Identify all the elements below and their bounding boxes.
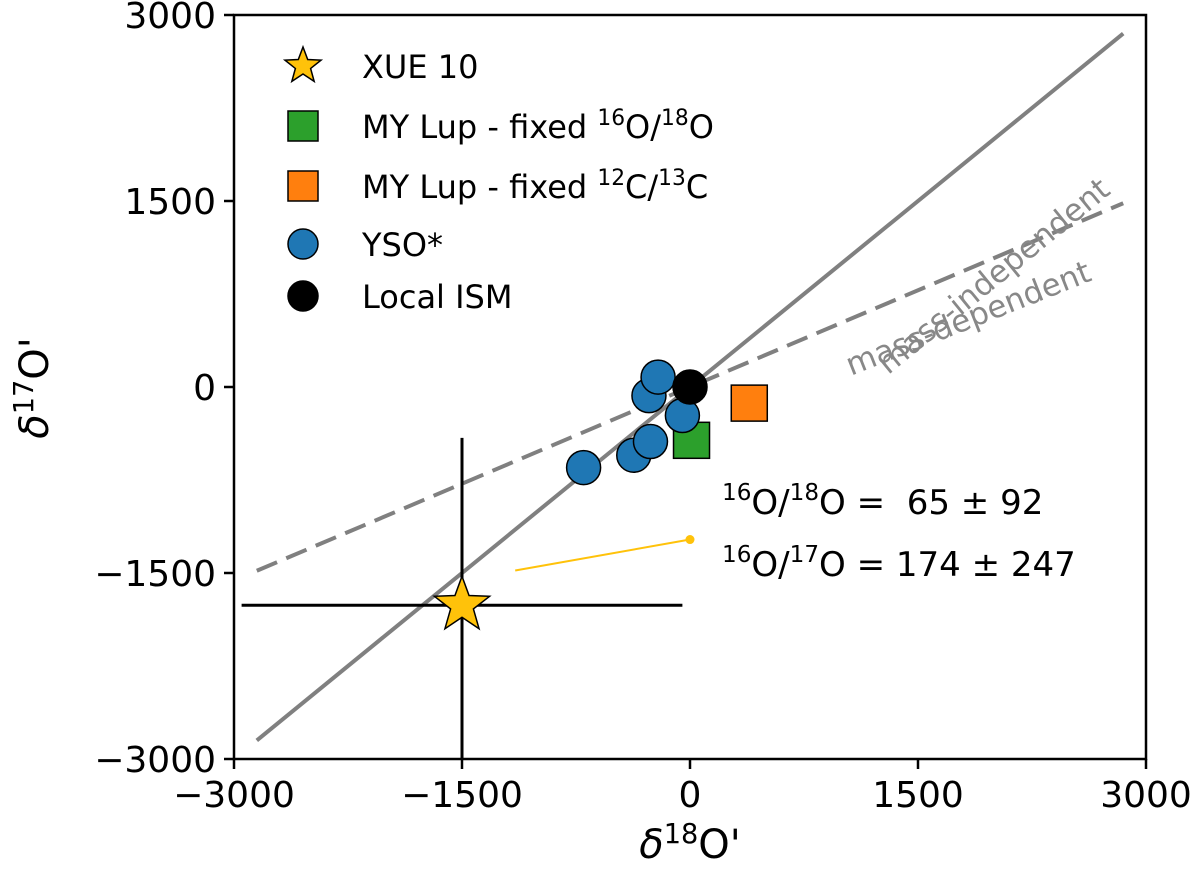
data-point — [730, 384, 769, 422]
black-circle-icon — [287, 280, 319, 312]
legend-item-xue10: XUE 10 — [282, 44, 478, 86]
ticks: −3000 −1500 0 1500 3000 −3000 −1500 0 1500 3000 — [94, 0, 1192, 816]
annotation-ratio-18: 16O/18O = 65 ± 92 — [722, 480, 1043, 523]
data-point — [632, 423, 669, 460]
annotation-pointer-line — [515, 538, 691, 572]
legend-item-mylup-oxygen: MY Lup - fixed 16O/18O — [287, 106, 714, 146]
legend-label-mylup-carbon: MY Lup - fixed 12C/13C — [362, 166, 708, 206]
legend-star-shape — [282, 44, 324, 84]
mass-dependent-line — [256, 201, 1124, 573]
y-tick-label: 0 — [193, 368, 216, 409]
legend-item-yso: YSO* — [287, 226, 443, 264]
y-tick-label: −1500 — [94, 554, 216, 595]
legend-label-local-ism: Local ISM — [362, 278, 512, 316]
legend-label-xue10: XUE 10 — [362, 48, 478, 86]
legend: XUE 10 MY Lup - fixed 16O/18O MY Lup - f… — [282, 44, 714, 316]
data-markers — [432, 359, 769, 631]
x-axis-label: δ18O' — [639, 819, 741, 868]
green-square-icon — [287, 110, 319, 142]
legend-label-yso: YSO* — [361, 226, 443, 264]
y-tick-label: 1500 — [124, 182, 216, 223]
blue-circle-icon — [287, 228, 319, 260]
x-tick-label: 3000 — [1100, 775, 1192, 816]
y-tick-label: −3000 — [94, 740, 216, 781]
data-point — [565, 449, 602, 486]
legend-item-local-ism: Local ISM — [287, 278, 512, 316]
legend-item-mylup-carbon: MY Lup - fixed 12C/13C — [287, 166, 708, 206]
y-tick-label: 3000 — [124, 0, 216, 37]
data-point — [432, 574, 492, 631]
orange-square-icon — [287, 170, 319, 202]
x-tick-label: −1500 — [401, 775, 523, 816]
data-point — [640, 359, 676, 395]
x-tick-label: −3000 — [173, 775, 295, 816]
data-point — [672, 369, 708, 405]
legend-label-mylup-oxygen: MY Lup - fixed 16O/18O — [362, 106, 714, 146]
annotation-ratio-17: 16O/17O = 174 ± 247 — [722, 542, 1076, 585]
y-axis-label: δ17O' — [9, 337, 58, 439]
x-tick-label: 1500 — [872, 775, 964, 816]
annotation-pointer-dot — [685, 535, 695, 545]
x-tick-label: 0 — [679, 775, 702, 816]
annotation-pointer-layer — [515, 535, 695, 572]
star-icon — [282, 44, 324, 84]
